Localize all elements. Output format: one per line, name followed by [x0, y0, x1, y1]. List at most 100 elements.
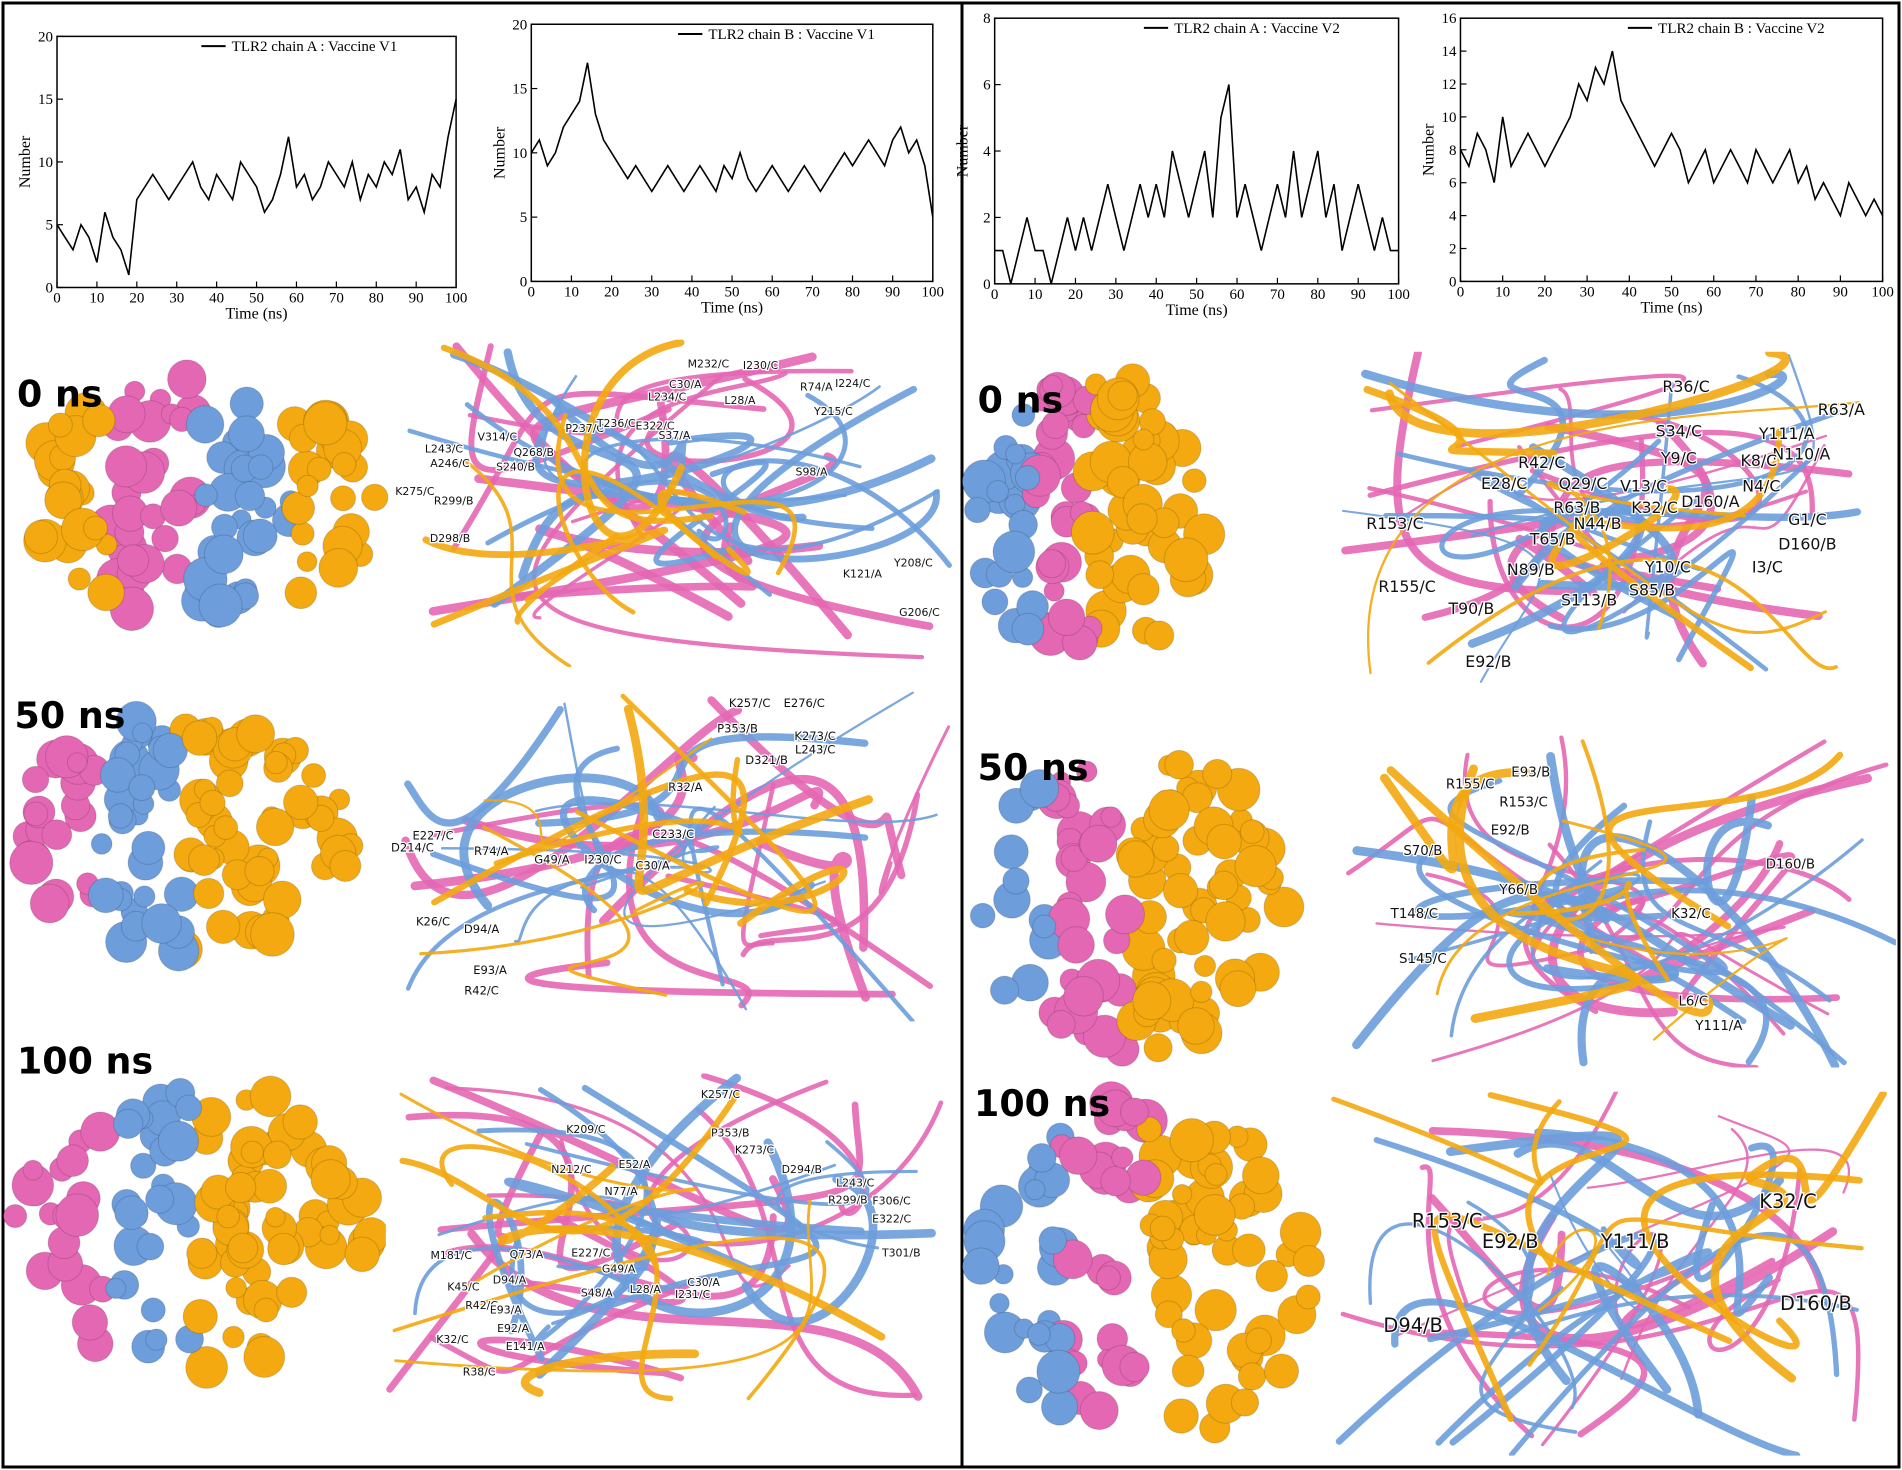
surface-atom-cluster: [1263, 886, 1305, 928]
residue-label: V13/C: [1620, 476, 1667, 495]
surface-atom-cluster: [1255, 1259, 1288, 1293]
residue-label: E92/B: [1491, 824, 1530, 839]
residue-label: I230/C: [584, 853, 621, 867]
y-tick-label: 8: [983, 11, 991, 27]
residue-label: S113/B: [1561, 590, 1617, 609]
ribbon: [1508, 1231, 1840, 1456]
surface-atom-cluster: [265, 1206, 286, 1228]
surface-atom-cluster: [1127, 572, 1160, 606]
ribbon: [1547, 549, 1737, 663]
surface-atom-cluster: [227, 1232, 259, 1264]
x-tick-label: 50: [1664, 284, 1679, 300]
surface-atom-cluster: [1234, 845, 1277, 888]
y-tick-label: 0: [520, 274, 528, 290]
ribbon: [1367, 429, 1815, 520]
residue-label: T65/B: [1529, 530, 1576, 549]
residue-label: E276/C: [784, 696, 825, 710]
residue-label: E227/C: [571, 1247, 610, 1260]
surface-atom-cluster: [296, 474, 319, 498]
residue-label: T301/B: [881, 1247, 921, 1260]
ribbon: [1640, 819, 1832, 1003]
x-tick-label: 60: [765, 284, 780, 300]
x-tick-label: 60: [289, 290, 304, 306]
residue-label: R42/C: [464, 984, 499, 998]
surface-atom-cluster: [23, 519, 59, 555]
residue-label: A246/C: [430, 457, 470, 470]
surface-atom-cluster: [992, 530, 1036, 574]
surface-atom-cluster: [306, 456, 332, 482]
surface-atom-cluster: [145, 1328, 168, 1351]
data-line: [530, 62, 934, 218]
surface-atom-cluster: [1295, 1284, 1321, 1310]
residue-label: K45/C: [447, 1281, 480, 1294]
ribbon: [741, 782, 776, 948]
plot-frame: [530, 23, 934, 283]
x-tick-label: 0: [528, 284, 536, 300]
surface-atom-cluster: [1292, 1244, 1325, 1278]
y-tick-label: 10: [512, 146, 527, 162]
ribbon: [1640, 1171, 1863, 1350]
x-tick-label: 20: [1537, 284, 1552, 300]
surface-atom-cluster: [1208, 870, 1239, 901]
residue-label: T148/C: [1390, 907, 1438, 922]
residue-label: T236/C: [596, 417, 636, 430]
legend-label: TLR2 chain A : Vaccine V2: [1174, 21, 1340, 37]
ribbon: [1703, 794, 1772, 906]
surface-atom-cluster: [188, 844, 220, 877]
closeup-ribbons: [407, 339, 953, 668]
surface-atom-cluster: [282, 784, 319, 821]
surface-atom-cluster: [199, 789, 226, 816]
y-axis-label: Number: [955, 124, 972, 177]
x-tick-label: 80: [1310, 287, 1325, 303]
ribbon: [439, 1144, 658, 1268]
residue-label: D160/B: [1778, 534, 1836, 553]
x-tick-label: 20: [604, 284, 619, 300]
residue-label: E52/A: [618, 1158, 650, 1171]
residue-label: D298/B: [430, 532, 470, 545]
residue-label: E93/A: [473, 963, 507, 977]
ribbon: [1439, 438, 1662, 560]
closeup-ribbons: [1328, 1091, 1896, 1456]
ribbon: [1605, 751, 1844, 930]
residue-label: D160/B: [1780, 1292, 1852, 1315]
time-label: 0 ns: [17, 372, 103, 415]
surface-atom-cluster: [310, 1159, 351, 1200]
ribbon: [1455, 764, 1642, 1023]
surface-atom-cluster: [193, 877, 225, 910]
surface-atom-cluster: [145, 1184, 175, 1214]
y-tick-label: 2: [983, 210, 991, 226]
surface-atom-cluster: [1239, 819, 1265, 845]
residue-label: Q268/B: [513, 446, 554, 459]
surface-atom-cluster: [67, 567, 91, 591]
residue-label: Q29/C: [1559, 474, 1608, 493]
surface-atom-cluster: [82, 403, 116, 438]
surface-atom-cluster: [1194, 1288, 1237, 1332]
residue-label: D294/B: [782, 1163, 822, 1176]
surface-atom-cluster: [1206, 823, 1242, 860]
residue-label: E28/C: [1481, 474, 1527, 493]
surface-atom-cluster: [105, 1277, 127, 1299]
x-axis-label: Time (ns): [226, 305, 288, 322]
residue-label: R153/C: [1366, 514, 1423, 533]
surface-atom-cluster: [131, 830, 166, 865]
residue-label: E227/C: [412, 828, 453, 842]
surface-atom-cluster: [1162, 872, 1199, 909]
surface-atom-cluster: [130, 1152, 157, 1179]
residue-label: L6/C: [1679, 995, 1709, 1010]
surface-atom-cluster: [282, 1104, 318, 1140]
x-tick-label: 0: [1457, 284, 1465, 300]
surface-atom-cluster: [330, 485, 357, 512]
ribbon: [1431, 1212, 1733, 1423]
residue-label: L243/C: [795, 742, 835, 756]
residue-label: R299/B: [434, 495, 474, 508]
x-tick-label: 40: [1622, 284, 1637, 300]
surface-atom-cluster: [205, 909, 241, 945]
surface-atom-cluster: [151, 524, 179, 553]
surface-atom-cluster: [1169, 1118, 1214, 1163]
y-axis-label: Number: [17, 135, 34, 188]
surface-atom-cluster: [242, 518, 278, 554]
y-tick-label: 5: [46, 218, 54, 234]
residue-label: D94/A: [464, 922, 499, 936]
surface-atom-cluster: [1237, 1362, 1267, 1391]
protein-surface: [969, 749, 1305, 1067]
